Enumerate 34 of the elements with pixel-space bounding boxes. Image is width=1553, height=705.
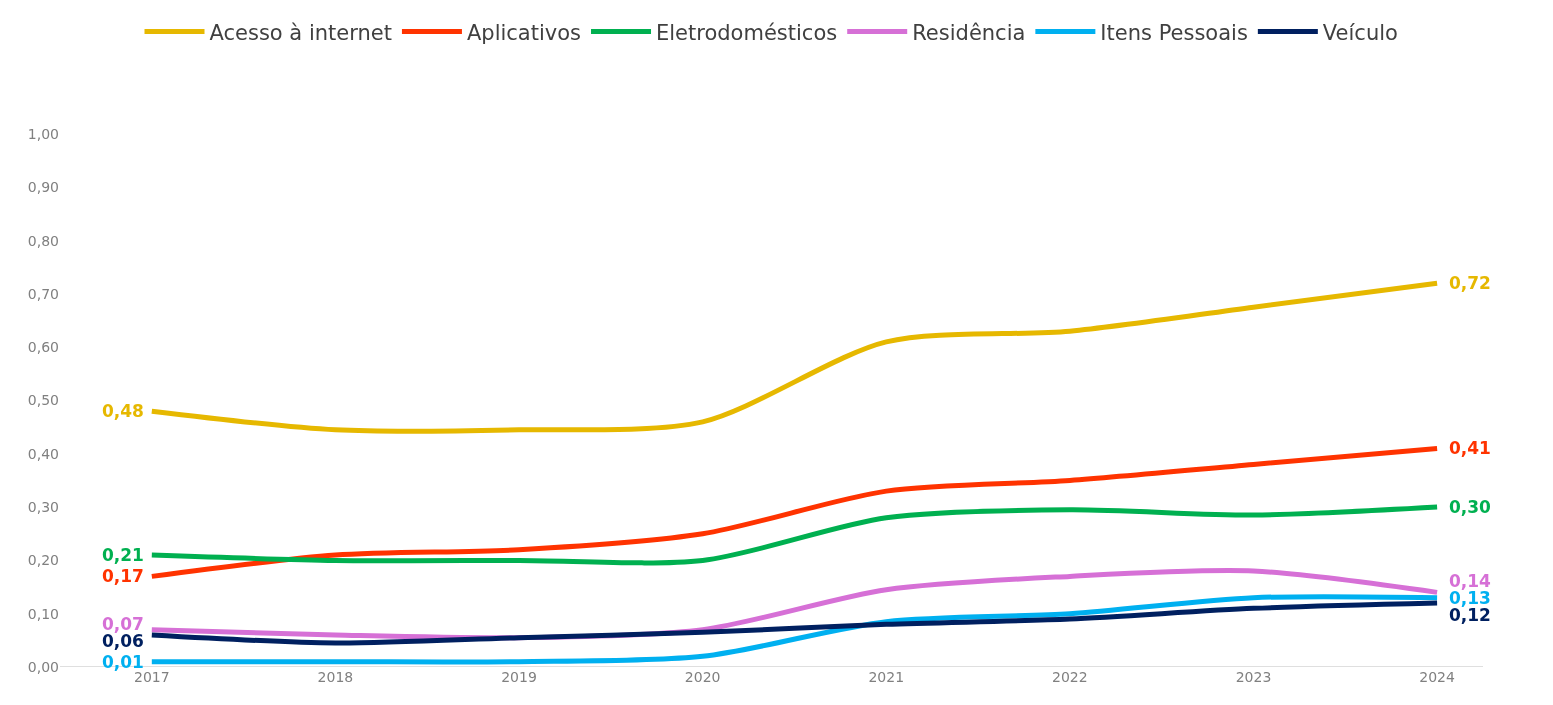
legend-label: Aplicativos (466, 20, 582, 45)
y-tick-label: 0,90 (27, 179, 59, 196)
y-tick-label: 0,40 (27, 445, 59, 462)
y-tick-label: 0,80 (27, 232, 59, 249)
y-tick-label: 1,00 (27, 125, 59, 142)
y-tick-label: 0,10 (27, 605, 59, 622)
data-label: 0,07 (102, 614, 144, 634)
data-label: 0,48 (102, 401, 144, 421)
y-tick-label: 0,30 (27, 499, 59, 515)
x-tick-label: 2024 (1419, 669, 1455, 685)
legend-label: Acesso à internet (209, 20, 392, 45)
data-label: 0,21 (102, 545, 144, 565)
data-label: 0,72 (1449, 273, 1491, 293)
data-label: 0,01 (102, 652, 144, 672)
x-tick-label: 2022 (1052, 669, 1088, 685)
legend-label: Eletrodomésticos (656, 20, 838, 45)
legend-label: Itens Pessoais (1100, 20, 1248, 45)
y-tick-label: 0,70 (27, 285, 59, 302)
legend-label: Veículo (1322, 20, 1398, 45)
data-label: 0,30 (1449, 497, 1492, 517)
legend-label: Residência (912, 20, 1026, 45)
y-tick-label: 0,50 (27, 392, 59, 409)
y-tick-label: 0,20 (27, 552, 59, 569)
x-tick-label: 2019 (501, 669, 537, 685)
x-tick-label: 2020 (684, 669, 721, 685)
x-tick-label: 2021 (868, 669, 905, 685)
data-label: 0,17 (102, 566, 144, 586)
data-label: 0,41 (1449, 438, 1491, 458)
x-tick-label: 2017 (133, 669, 170, 685)
x-tick-label: 2018 (317, 669, 354, 685)
y-tick-label: 0,60 (27, 339, 59, 356)
y-tick-label: 0,00 (27, 658, 59, 675)
x-tick-label: 2023 (1235, 669, 1272, 685)
data-label: 0,14 (1449, 571, 1492, 591)
